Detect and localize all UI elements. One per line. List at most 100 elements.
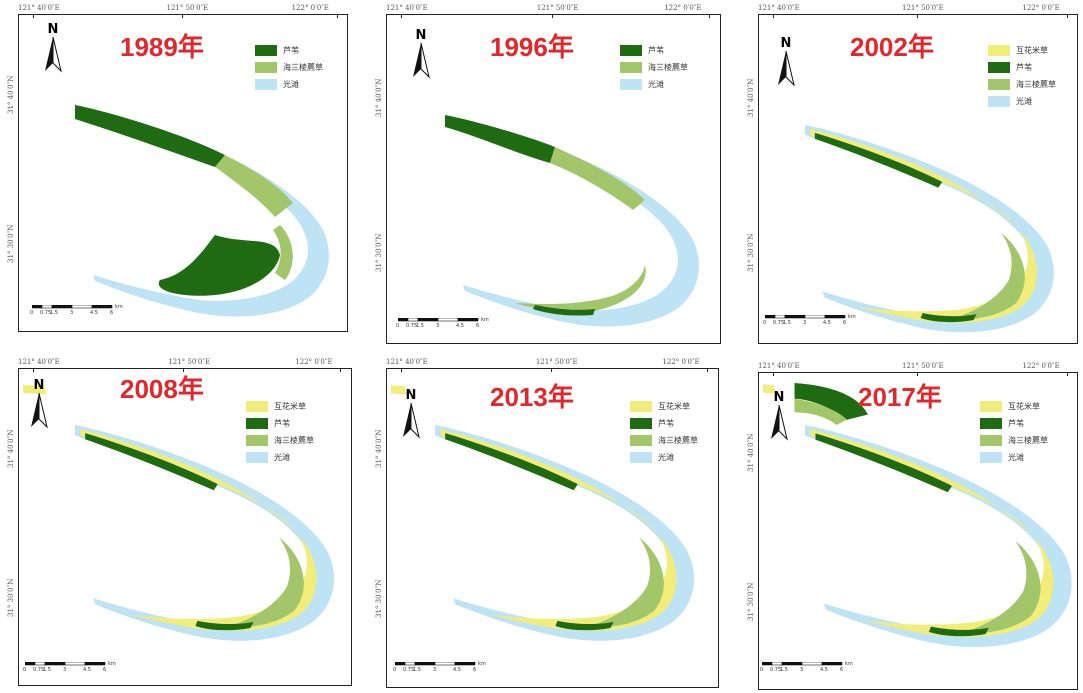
legend-swatch [630,435,652,446]
legend-label: 芦苇 [1016,63,1032,72]
scale-bar: 0 0.75 1.5 3 4.5 6 km [760,661,872,683]
coord-top-label: 122° 0′0″E [664,4,702,12]
coord-left-label: 31° 30′0″N [7,578,15,617]
reed-area-south [555,620,614,631]
scale-tick-label: 4.5 [823,320,831,326]
coord-left-label: 31° 40′0″N [7,75,15,114]
scale-tick-label: 3 [800,667,804,673]
year-title: 1989年 [120,32,204,62]
scale-unit: km [108,661,116,667]
coord-left-label: 31° 40′0″N [375,429,383,468]
legend-label: 芦苇 [1008,419,1024,428]
legend-label: 海三棱藨草 [658,436,698,445]
scale-tick-label: 0.75 [773,320,785,326]
scale-tick-label: 0 [396,323,400,329]
scale-tick-label: 6 [110,310,114,316]
coord-top-label: 121° 50′0″E [168,358,211,366]
scirpus-area-south [273,225,293,280]
legend-swatch [620,62,642,73]
coord-tick [33,14,34,18]
north-arrow-icon [45,36,62,73]
coord-top-label: 121° 50′0″E [902,4,944,12]
legend-label: 互花米草 [1008,402,1040,411]
scale-tick-label: 0 [763,320,767,326]
legend-swatch [246,452,268,463]
coord-left-label: 31° 30′0″N [375,233,383,272]
scirpus-islet [794,398,847,425]
scale-tick-label: 3 [433,667,437,673]
wetland-map [75,105,329,317]
legend-item: 芦苇 [988,59,1056,76]
mudflat-area [435,425,695,641]
legend-swatch [980,401,1002,412]
legend-swatch [620,79,642,90]
scirpus-area [215,155,293,217]
legend: 芦苇 海三棱藨草 光滩 [620,42,688,93]
wetland-map [805,125,1054,333]
mudflat-area [75,425,335,641]
scirpus-area [588,537,664,628]
legend-item: 互花米草 [630,398,698,415]
legend-label: 海三棱藨草 [648,63,688,72]
north-label: N [415,28,427,43]
coord-top-label: 122° 0′0″E [291,4,329,12]
coord-left-label: 31° 30′0″N [375,580,383,619]
legend-label: 芦苇 [658,419,674,428]
north-arrow: N [42,22,64,80]
coord-top-label: 121° 40′0″E [386,358,428,366]
legend-item: 海三棱藨草 [255,59,323,76]
legend-swatch [630,401,652,412]
mudflat-area [445,115,699,327]
coord-top-label: 122° 0′0″E [1022,362,1060,370]
legend-swatch [255,45,277,56]
scale-bar-graphic [761,661,843,666]
wetland-map [23,384,335,641]
legend-item: 芦苇 [980,415,1048,432]
scale-tick-label: 6 [843,320,847,326]
legend-swatch [630,452,652,463]
coord-tick [707,368,709,372]
legend-item: 互花米草 [988,42,1056,59]
island-shape [23,384,335,641]
scale-tick-label: 1.5 [43,667,51,673]
legend-label: 光滩 [648,80,664,89]
scirpus-area [962,540,1041,634]
scale-bar-graphic [397,317,479,322]
coord-top-label: 122° 0′0″E [1022,4,1060,12]
north-label: N [780,36,792,51]
coord-tick [1067,14,1069,18]
legend-item: 海三棱藨草 [620,59,688,76]
legend-item: 海三棱藨草 [630,432,698,449]
legend-label: 海三棱藨草 [1016,80,1056,89]
mudflat-area [805,425,1072,648]
island-shape [391,385,695,641]
scale-bar: 0 0.75 1.5 3 4.5 6 km [393,661,505,683]
scale-tick-label: 4.5 [453,667,461,673]
legend-swatch [980,435,1002,446]
north-label: N [33,378,45,393]
legend-swatch [246,435,268,446]
legend-item: 光滩 [246,449,314,466]
scale-tick-label: 1.5 [413,667,421,673]
legend-swatch [988,79,1010,90]
legend-item: 光滩 [255,76,323,93]
legend-label: 芦苇 [283,46,299,55]
north-arrow: N [410,28,432,86]
year-title: 1996年 [490,32,574,62]
scale-tick-label: 4.5 [90,310,98,316]
reed-area [445,433,578,491]
scale-bar: 0 0.75 1.5 3 4.5 6 km [396,317,508,339]
legend-item: 光滩 [980,449,1048,466]
coord-tick [401,14,402,18]
scale-unit: km [845,661,853,667]
legend-swatch [988,62,1010,73]
legend: 互花米草 芦苇 海三棱藨草 光滩 [988,42,1056,110]
legend: 互花米草 芦苇 海三棱藨草 光滩 [980,398,1048,466]
legend-swatch [988,96,1010,107]
north-arrow-icon [31,392,48,429]
legend-swatch [620,45,642,56]
coord-top-label: 121° 50′0″E [166,4,209,12]
coord-left-label: 31° 30′0″N [747,233,755,272]
legend-item: 芦苇 [630,415,698,432]
wetland-map [391,385,695,641]
